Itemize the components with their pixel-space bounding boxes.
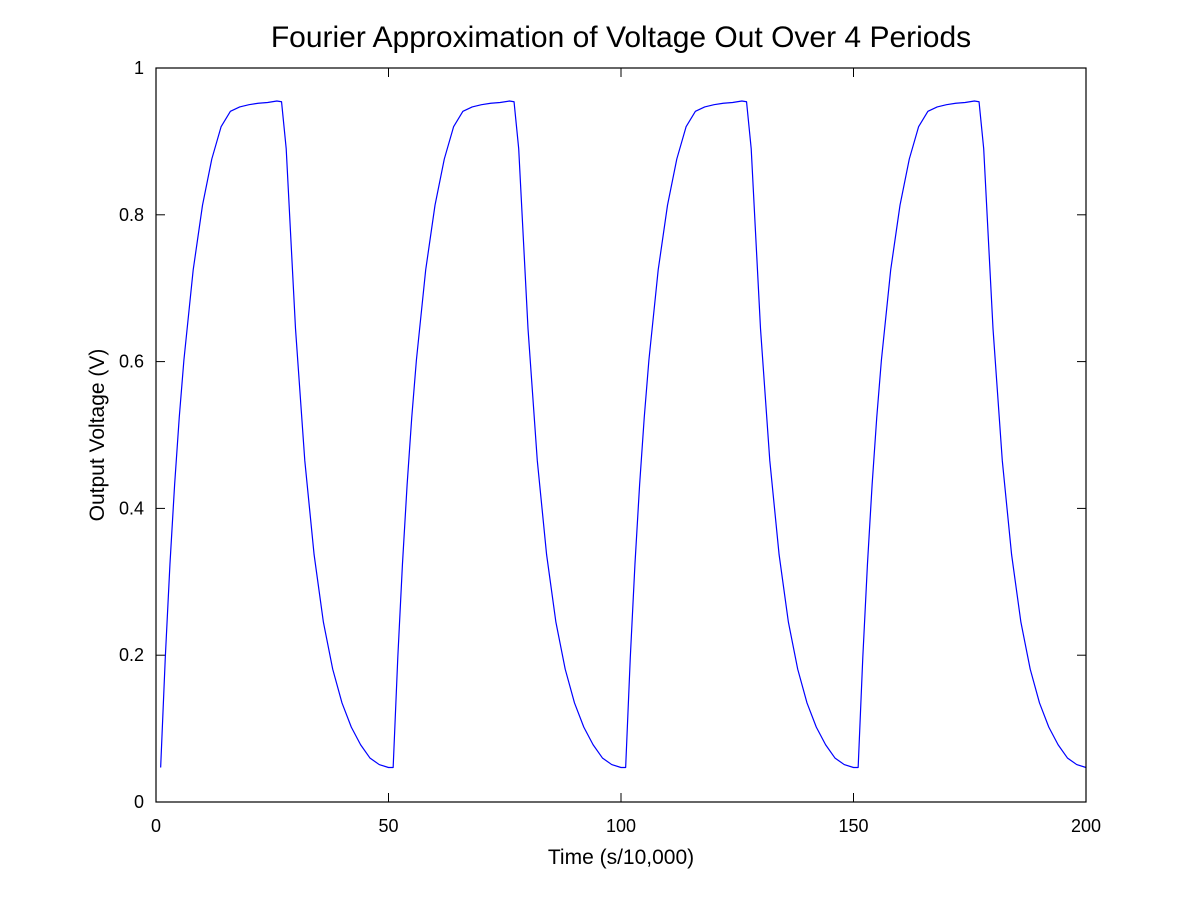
series-group bbox=[160, 100, 1087, 769]
series-line bbox=[160, 100, 1087, 769]
x-tick-label: 150 bbox=[838, 816, 868, 836]
y-tick-label: 0.8 bbox=[119, 205, 144, 225]
y-tick-label: 1 bbox=[134, 58, 144, 78]
y-axis-label: Output Voltage (V) bbox=[86, 349, 109, 522]
ticks-group bbox=[155, 67, 1087, 803]
chart-title: Fourier Approximation of Voltage Out Ove… bbox=[271, 21, 971, 54]
plot-frame bbox=[155, 67, 1087, 803]
x-tick-label: 50 bbox=[378, 816, 398, 836]
y-tick-label: 0 bbox=[134, 792, 144, 812]
y-tick-label: 0.4 bbox=[119, 498, 144, 518]
y-tick-label: 0.2 bbox=[119, 645, 144, 665]
x-tick-label: 0 bbox=[151, 816, 161, 836]
x-tick-label: 200 bbox=[1071, 816, 1101, 836]
x-axis-label: Time (s/10,000) bbox=[548, 846, 694, 869]
tick-labels-group: 0 50 100 150 200 0 0.2 0.4 0.6 0.8 1 bbox=[119, 58, 1101, 836]
x-tick-label: 100 bbox=[606, 816, 636, 836]
y-tick-label: 0.6 bbox=[119, 352, 144, 372]
